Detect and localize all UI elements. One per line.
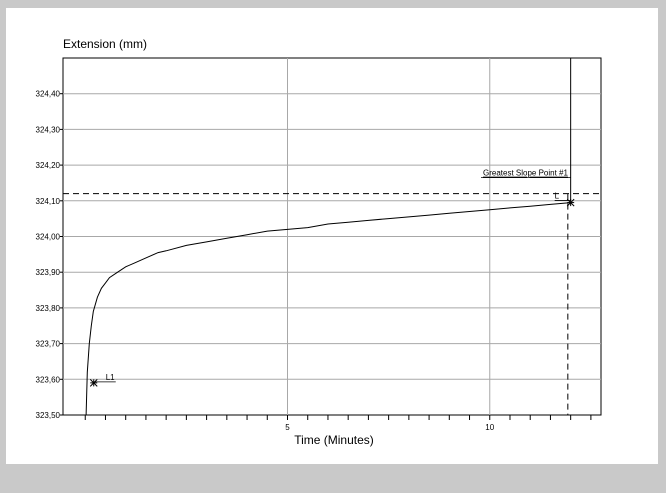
extension-curve [85, 202, 571, 416]
markers: L1 L [89, 192, 575, 387]
y-tick-label: 324,10 [36, 197, 61, 206]
x-axis-title: Time (Minutes) [294, 433, 374, 447]
x-tick-label: 10 [485, 423, 494, 432]
y-axis-title: Extension (mm) [63, 37, 147, 51]
y-tick-label: 324,30 [36, 125, 61, 134]
extension-time-chart: 5 10 323,50 323,60 323,70 323,80 323,90 324,00… [36, 37, 602, 447]
y-tick-label: 323,60 [36, 375, 61, 384]
y-tick-label: 324,00 [36, 233, 61, 242]
greatest-slope-label: Greatest Slope Point #1 [483, 169, 568, 178]
y-axis-ticks: 323,50 323,60 323,70 323,80 323,90 324,00 324,… [36, 90, 63, 420]
marker-l1: L1 [89, 373, 116, 387]
reference-lines [63, 58, 601, 415]
chart-frame: 5 10 323,50 323,60 323,70 323,80 323,90 324,00… [6, 8, 658, 464]
y-tick-label: 324,40 [36, 90, 61, 99]
marker-label: L [555, 192, 560, 201]
grid-lines [63, 58, 601, 415]
x-tick-label: 5 [285, 423, 290, 432]
y-tick-label: 323,70 [36, 340, 61, 349]
x-axis-ticks: 5 10 [84, 415, 592, 432]
marker-l: L [554, 192, 575, 207]
marker-label: L1 [106, 373, 115, 382]
y-tick-label: 323,50 [36, 411, 61, 420]
y-tick-label: 323,80 [36, 304, 61, 313]
marker-stroke [89, 379, 98, 387]
y-tick-label: 324,20 [36, 161, 61, 170]
y-tick-label: 323,90 [36, 268, 61, 277]
marker-stroke [566, 198, 575, 207]
